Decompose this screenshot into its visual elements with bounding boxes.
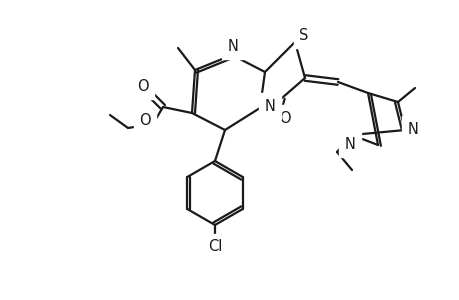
Text: S: S (299, 28, 308, 43)
Text: N: N (264, 98, 275, 113)
Text: N: N (344, 136, 355, 152)
Text: N: N (227, 38, 238, 53)
Text: O: O (139, 112, 151, 128)
Text: N: N (407, 122, 418, 136)
Text: O: O (137, 79, 149, 94)
Text: Cl: Cl (207, 239, 222, 254)
Text: O: O (279, 110, 290, 125)
